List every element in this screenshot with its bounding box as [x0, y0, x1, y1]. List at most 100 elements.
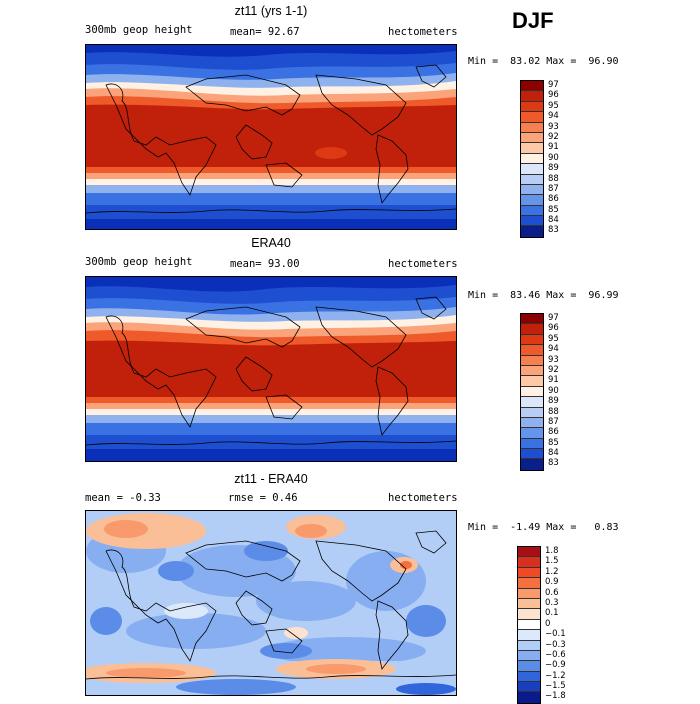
colorbar-swatch [521, 417, 543, 429]
colorbar-swatch [518, 640, 540, 651]
colorbar-swatch [521, 205, 543, 217]
colorbar-swatch [518, 650, 540, 662]
colorbar-label: 1.2 [545, 566, 559, 577]
colorbar-label: 87 [548, 416, 559, 427]
panel-1-units: hectometers [388, 26, 458, 38]
season-label: DJF [512, 8, 554, 33]
colorbar-swatch [521, 345, 543, 356]
colorbar-swatch [521, 438, 543, 450]
colorbar-swatch [518, 661, 540, 672]
colorbar-label: 0.6 [545, 587, 559, 598]
panel-3-mean: mean = -0.33 [85, 492, 161, 504]
colorbar-swatch [518, 598, 540, 610]
colorbar-swatch [518, 671, 540, 683]
colorbar-label: 94 [548, 344, 559, 355]
panel-2-variable: 300mb geop height [85, 256, 193, 268]
colorbar-label: 88 [548, 406, 559, 417]
colorbar-label: 86 [548, 427, 559, 438]
colorbar-label: 83 [548, 458, 559, 469]
panel-3-minmax: Min = -1.49 Max = 0.83 [468, 522, 619, 533]
colorbar-label: 90 [548, 385, 559, 396]
colorbar-label: −1.8 [545, 691, 566, 702]
colorbar-swatch [518, 692, 540, 703]
colorbar-label: 84 [548, 215, 559, 226]
colorbar-swatch [521, 386, 543, 398]
colorbar-swatch [518, 547, 540, 558]
colorbar-label: 89 [548, 396, 559, 407]
colorbar-swatch [521, 143, 543, 154]
colorbar-label: 83 [548, 225, 559, 236]
colorbar-label: 85 [548, 437, 559, 448]
colorbar-swatch [521, 355, 543, 366]
colorbar-label: 89 [548, 163, 559, 174]
colorbar-swatch [521, 226, 543, 237]
panel-2-colorbar-labels: 97 96 95 94 93 92 91 90 89 88 87 86 85 8… [548, 313, 559, 469]
colorbar-swatch [521, 324, 543, 335]
colorbar-label: 95 [548, 100, 559, 111]
panel-1-variable: 300mb geop height [85, 24, 193, 36]
panel-1-colorbar-labels: 97 96 95 94 93 92 91 90 89 88 87 86 85 8… [548, 80, 559, 236]
colorbar-label: 90 [548, 152, 559, 163]
colorbar-swatch [521, 195, 543, 206]
colorbar-swatch [521, 459, 543, 470]
colorbar-label: −0.6 [545, 649, 566, 660]
colorbar-swatch [521, 365, 543, 377]
panel-1-mean: mean= 92.67 [230, 26, 300, 38]
colorbar-swatch [518, 557, 540, 568]
colorbar-label: −0.9 [545, 660, 566, 671]
colorbar-label: 85 [548, 204, 559, 215]
colorbar-label: −1.2 [545, 670, 566, 681]
colorbar-swatch [521, 122, 543, 133]
colorbar-swatch [518, 588, 540, 599]
panel-3-title: zt11 - ERA40 [234, 472, 308, 486]
panel-3-map [85, 510, 457, 696]
panel-2-title: ERA40 [251, 236, 291, 250]
colorbar-swatch [521, 376, 543, 387]
colorbar-swatch [521, 334, 543, 346]
panel-3-colorbar [517, 546, 541, 704]
panel-1-colorbar [520, 80, 544, 238]
colorbar-label: −1.5 [545, 681, 566, 692]
colorbar-label: 93 [548, 354, 559, 365]
colorbar-label: 0.9 [545, 577, 559, 588]
colorbar-swatch [521, 407, 543, 418]
colorbar-label: 87 [548, 183, 559, 194]
colorbar-label: 0.1 [545, 608, 559, 619]
colorbar-label: 95 [548, 333, 559, 344]
colorbar-label: 0.3 [545, 597, 559, 608]
colorbar-swatch [521, 216, 543, 227]
colorbar-label: 86 [548, 194, 559, 205]
colorbar-label: 84 [548, 448, 559, 459]
colorbar-label: −0.1 [545, 629, 566, 640]
colorbar-swatch [521, 164, 543, 175]
colorbar-label: 97 [548, 313, 559, 323]
colorbar-label: 92 [548, 364, 559, 375]
colorbar-swatch [521, 81, 543, 92]
colorbar-swatch [521, 397, 543, 408]
colorbar-label: 1.8 [545, 546, 559, 556]
colorbar-swatch [521, 314, 543, 325]
colorbar-label: 92 [548, 131, 559, 142]
colorbar-swatch [521, 428, 543, 439]
colorbar-label: 91 [548, 375, 559, 386]
colorbar-swatch [521, 112, 543, 123]
colorbar-swatch [521, 153, 543, 165]
colorbar-label: 96 [548, 323, 559, 334]
panel-3-units: hectometers [388, 492, 458, 504]
panel-1-title: zt11 (yrs 1-1) [234, 4, 308, 18]
colorbar-swatch [518, 630, 540, 641]
panel-2-minmax: Min = 83.46 Max = 96.99 [468, 290, 619, 301]
panel-2-units: hectometers [388, 258, 458, 270]
colorbar-label: 0 [545, 618, 551, 629]
colorbar-label: 88 [548, 173, 559, 184]
colorbar-swatch [521, 184, 543, 196]
panel-1-contours [86, 45, 456, 229]
colorbar-swatch [521, 91, 543, 102]
colorbar-label: 94 [548, 111, 559, 122]
colorbar-swatch [518, 619, 540, 631]
panel-3-contours [86, 511, 456, 695]
panel-2-map [85, 276, 457, 462]
panel-2-contours [86, 277, 456, 461]
colorbar-swatch [521, 132, 543, 144]
colorbar-swatch [521, 449, 543, 460]
